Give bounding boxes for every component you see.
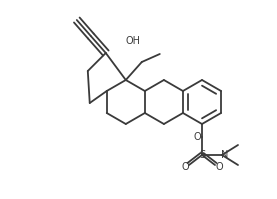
Text: O: O xyxy=(193,132,201,142)
Text: OH: OH xyxy=(126,36,141,46)
Text: N: N xyxy=(221,150,229,160)
Text: O: O xyxy=(181,162,189,172)
Text: S: S xyxy=(199,150,205,160)
Text: O: O xyxy=(215,162,223,172)
